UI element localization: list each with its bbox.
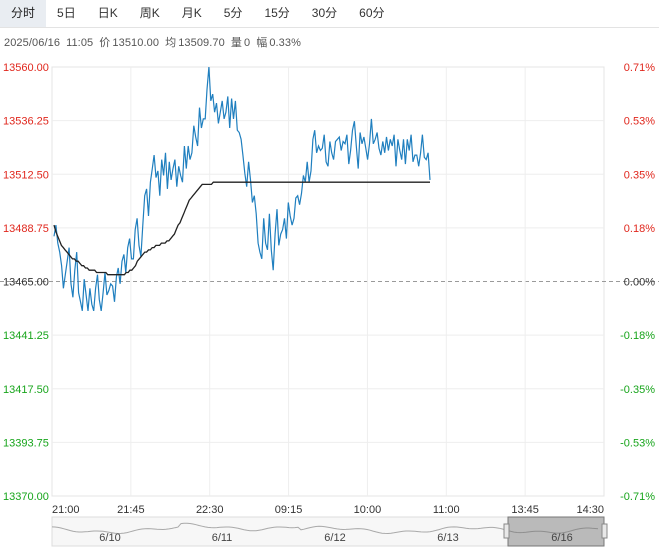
volume-label: 量 xyxy=(230,37,242,49)
pct-tick-label: 0.53% xyxy=(624,116,655,128)
pct-tick-label: -0.18% xyxy=(620,330,655,342)
pct-tick-label: -0.35% xyxy=(620,384,655,396)
x-tick-label: 11:00 xyxy=(433,504,460,516)
pct-tick-label: 0.18% xyxy=(624,223,655,235)
pct-tick-label: 0.35% xyxy=(624,169,655,181)
tab-60-min[interactable]: 60分 xyxy=(359,6,385,20)
tab-5-min[interactable]: 5分 xyxy=(223,6,243,20)
navigator-date-label: 6/16 xyxy=(551,532,572,544)
average-line xyxy=(53,181,430,276)
x-tick-label: 21:45 xyxy=(117,504,145,516)
tab-monthly-k[interactable]: 月K xyxy=(181,6,202,20)
navigator-date-label: 6/13 xyxy=(437,532,458,544)
quote-info-bar: 2025/06/16 11:05 价 13510.00 均 13509.70 量 0 幅 0.33… xyxy=(4,34,307,50)
navigator-date-label: 6/11 xyxy=(212,532,233,544)
y-tick-label: 13441.25 xyxy=(3,330,49,342)
quote-date: 2025/06/16 xyxy=(4,37,61,49)
price-label: 价 xyxy=(99,37,111,49)
x-tick-label: 09:15 xyxy=(275,504,303,516)
quote-price: 13510.00 xyxy=(112,37,160,49)
x-tick-label: 14:30 xyxy=(576,504,604,516)
navigator-handle-right[interactable] xyxy=(601,523,608,539)
tab-daily-k[interactable]: 日K xyxy=(97,6,118,20)
pct-tick-label: -0.71% xyxy=(620,491,655,503)
y-tick-label: 13488.75 xyxy=(3,223,49,235)
time-axis-labels: 21:00 21:45 22:30 09:15 10:00 11:00 13:45 14:30 xyxy=(52,504,604,516)
x-tick-label: 13:45 xyxy=(511,504,539,516)
range-navigator[interactable]: 6/10 6/11 6/12 6/13 6/16 xyxy=(51,516,608,547)
chart-grid xyxy=(0,66,659,497)
y-tick-label: 13417.50 xyxy=(3,384,49,396)
x-tick-label: 10:00 xyxy=(354,504,382,516)
avg-label: 均 xyxy=(165,37,177,49)
quote-time: 11:05 xyxy=(66,37,94,49)
y-tick-label: 13560.00 xyxy=(3,62,49,74)
price-axis-labels: 13560.00 13536.25 13512.50 13488.75 13465.00… xyxy=(3,62,49,503)
percent-axis-labels: 0.71% 0.53% 0.35% 0.18% 0.00% -0.18% -0.35% -0.… xyxy=(620,62,655,503)
y-tick-label: 13370.00 xyxy=(3,491,49,503)
navigator-date-label: 6/12 xyxy=(324,532,345,544)
x-tick-label: 21:00 xyxy=(52,504,80,516)
quote-change: 0.33% xyxy=(269,37,302,49)
tab-minute[interactable]: 分时 xyxy=(0,0,47,27)
tab-weekly-k[interactable]: 周K xyxy=(139,6,160,20)
tab-15-min[interactable]: 15分 xyxy=(264,6,290,20)
quote-avg: 13509.70 xyxy=(178,37,225,49)
navigator-date-label: 6/10 xyxy=(99,532,120,544)
change-label: 幅 xyxy=(256,37,268,49)
pct-tick-label: -0.53% xyxy=(620,437,655,449)
x-tick-label: 22:30 xyxy=(196,504,224,516)
quote-volume: 0 xyxy=(243,37,251,49)
y-tick-label: 13393.75 xyxy=(3,437,49,449)
period-tabs: 分时 5日 日K 周K 月K 5分 15分 30分 60分 xyxy=(0,0,659,28)
y-tick-label: 13536.25 xyxy=(3,116,49,128)
tab-30-min[interactable]: 30分 xyxy=(311,6,338,20)
tab-5-day[interactable]: 5日 xyxy=(57,6,76,20)
y-tick-label: 13465.00 xyxy=(3,277,49,289)
price-line xyxy=(53,66,431,312)
pct-tick-label: 0.71% xyxy=(624,62,655,74)
y-tick-label: 13512.50 xyxy=(3,169,49,181)
pct-tick-label: 0.00% xyxy=(624,277,655,289)
navigator-handle-left[interactable] xyxy=(503,523,510,539)
